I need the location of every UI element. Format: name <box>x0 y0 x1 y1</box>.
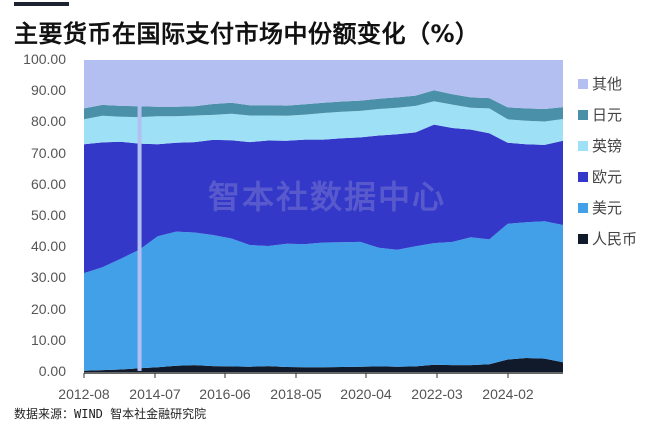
legend-item: 其他 <box>578 68 637 99</box>
x-tick-label: 2016-06 <box>199 386 251 402</box>
legend-item: 日元 <box>578 99 637 130</box>
area-series-3 <box>84 101 563 145</box>
x-tick-label: 2024-02 <box>482 386 534 402</box>
legend-item: 美元 <box>578 192 637 223</box>
legend-swatch-icon <box>578 171 588 182</box>
x-tick-label: 2012-08 <box>58 386 110 402</box>
y-tick-label: 60.00 <box>30 175 66 192</box>
x-tick-label: 2018-05 <box>270 386 322 402</box>
y-tick-label: 20.00 <box>30 300 66 317</box>
anomaly-spike <box>137 60 142 371</box>
y-tick-label: 90.00 <box>30 82 66 99</box>
legend-label: 英镑 <box>592 137 623 155</box>
x-tick-label: 2020-04 <box>340 386 392 402</box>
legend-item: 英镑 <box>578 130 637 161</box>
area-series-1 <box>84 221 563 371</box>
legend-swatch-icon <box>578 140 588 151</box>
legend-label: 日元 <box>592 106 623 124</box>
title-accent-bar <box>14 2 69 6</box>
y-tick-label: 0.00 <box>38 363 66 379</box>
y-tick-label: 30.00 <box>30 269 66 286</box>
legend-swatch-icon <box>578 202 588 213</box>
legend-item: 人民币 <box>578 223 637 254</box>
legend-label: 欧元 <box>592 168 623 186</box>
y-tick-label: 10.00 <box>30 331 66 348</box>
legend-swatch-icon <box>578 109 588 120</box>
y-tick-label: 40.00 <box>30 238 66 255</box>
source-note: 数据来源：WIND 智本社金融研究院 <box>14 407 207 421</box>
x-tick-label: 2022-03 <box>411 386 463 402</box>
legend-label: 其他 <box>592 75 623 93</box>
legend-label: 人民币 <box>592 230 638 248</box>
legend-swatch-icon <box>578 78 588 89</box>
y-tick-label: 70.00 <box>30 144 66 161</box>
y-tick-label: 100.00 <box>23 51 66 67</box>
area-series-4 <box>84 90 563 122</box>
area-series-0 <box>84 358 563 372</box>
y-tick-label: 50.00 <box>30 207 66 223</box>
legend-label: 美元 <box>592 199 623 217</box>
legend-swatch-icon <box>578 233 588 244</box>
x-tick-label: 2014-07 <box>129 386 181 402</box>
legend-item: 欧元 <box>578 161 637 192</box>
area-series-5 <box>84 60 563 109</box>
chart-title: 主要货币在国际支付市场中份额变化（%） <box>14 20 480 48</box>
area-series-2 <box>84 124 563 274</box>
legend: 其他日元英镑欧元美元人民币 <box>578 68 637 254</box>
y-tick-label: 80.00 <box>30 113 66 130</box>
